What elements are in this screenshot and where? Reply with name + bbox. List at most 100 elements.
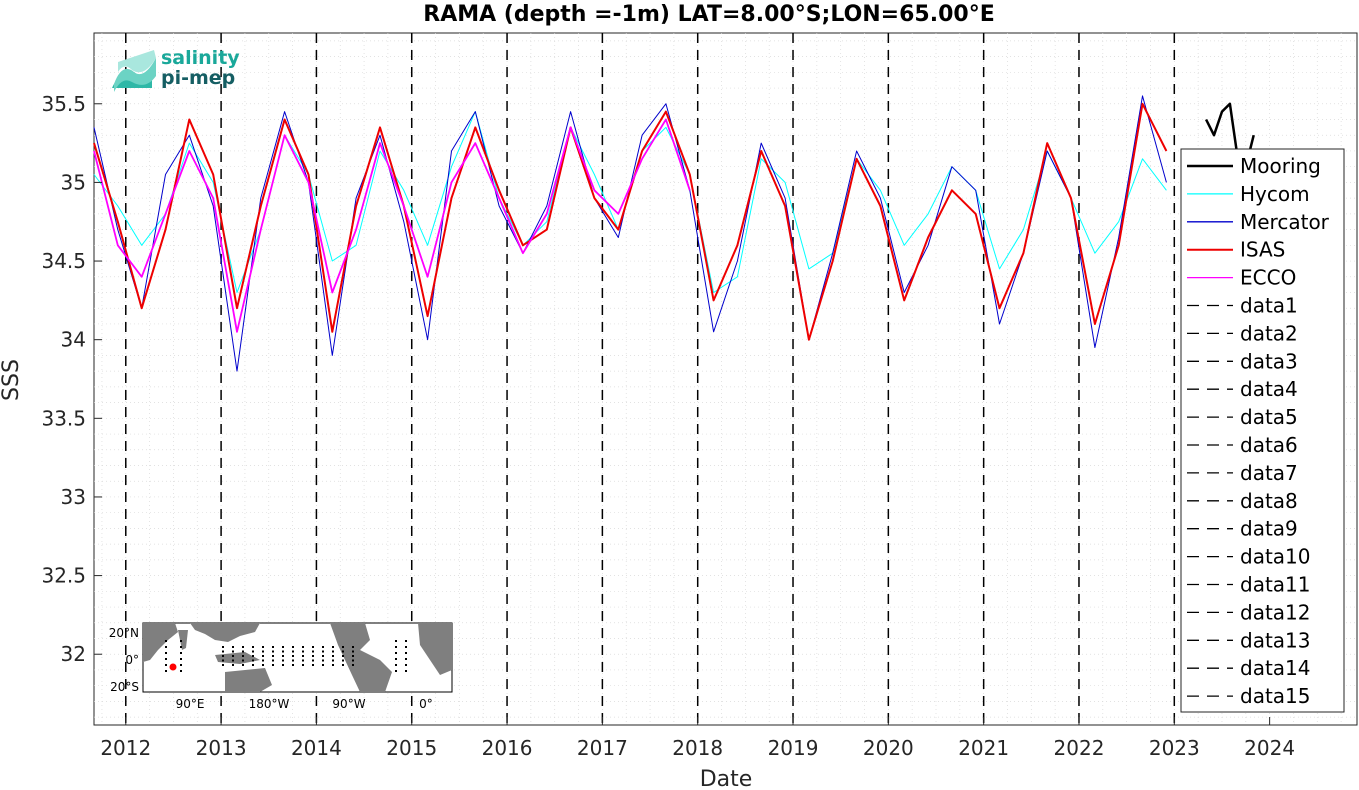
inset-map-dot (165, 664, 167, 666)
y-tick-label: 32.5 (41, 564, 86, 588)
inset-map-dot (332, 659, 334, 662)
legend-label: data9 (1240, 517, 1298, 541)
inset-map-dot (395, 670, 397, 672)
x-tick-label: 2024 (1244, 736, 1295, 760)
y-tick-label: 33.5 (41, 406, 86, 430)
series-lines (93, 95, 1255, 372)
inset-map-dot (272, 655, 274, 657)
legend-label: data12 (1240, 600, 1311, 624)
inset-map-dot (395, 664, 397, 666)
inset-map-dot (272, 650, 274, 653)
inset-y-label-2: 0° (125, 653, 139, 667)
inset-map-dot (332, 655, 334, 657)
inset-map-dot (222, 650, 224, 653)
inset-map-dot (242, 646, 244, 648)
legend-label: ECCO (1240, 266, 1296, 290)
inset-map-dot (165, 652, 167, 654)
y-axis-title: SSS (0, 359, 24, 401)
y-tick-label: 35 (61, 170, 86, 194)
inset-map-dot (312, 659, 314, 662)
inset-map-dot (262, 664, 264, 666)
legend-label: data1 (1240, 294, 1298, 318)
inset-map-dot (302, 650, 304, 653)
legend-label: ISAS (1240, 238, 1285, 262)
inset-map-dot (352, 655, 354, 657)
inset-map-dot (222, 646, 224, 648)
inset-y-label-3: 20°S (110, 680, 139, 694)
logo-line1: salinity (161, 47, 240, 69)
legend-label: data4 (1240, 377, 1298, 401)
legend-box (1180, 148, 1345, 713)
inset-map-indonesia (215, 652, 260, 664)
inset-map-australia (225, 668, 272, 692)
legend-label: data7 (1240, 461, 1298, 485)
legend: Mooring Hycom Mercator ISAS ECCO data1 data2 da… (1180, 148, 1345, 713)
legend-label: Mercator (1240, 210, 1330, 234)
inset-map-dot (405, 640, 407, 642)
inset-map-dot (332, 650, 334, 653)
legend-label: data6 (1240, 433, 1298, 457)
inset-map-dot (282, 646, 284, 648)
inset-map-dot (180, 664, 182, 666)
inset-x-label-1: 90°E (176, 697, 205, 711)
y-axis-ticks: 32 32.5 33 33.5 34 34.5 35 35.5 (41, 92, 102, 666)
legend-label: data8 (1240, 489, 1298, 513)
inset-map-dot (395, 646, 397, 648)
inset-map-dot (292, 664, 294, 666)
inset-map-dot (332, 664, 334, 666)
inset-map-dot (242, 659, 244, 662)
inset-map-dot (282, 655, 284, 657)
inset-map-dot (180, 652, 182, 654)
inset-map-selected-mooring (169, 663, 177, 671)
series-isas-line (93, 102, 1168, 341)
inset-map-dot (312, 650, 314, 653)
inset-map-dot (352, 664, 354, 666)
x-tick-label: 2014 (291, 736, 342, 760)
y-tick-label: 32 (61, 642, 86, 666)
x-tick-label: 2019 (768, 736, 819, 760)
inset-x-label-4: 0° (419, 697, 433, 711)
inset-map-ocean (142, 622, 453, 693)
inset-map-dot (262, 655, 264, 657)
inset-map-africa (143, 623, 178, 662)
plot-area: 2012 2013 2014 2015 2016 2017 2018 2019 2020 2021… (41, 32, 1358, 760)
inset-map-dot (352, 659, 354, 662)
inset-map-dot (165, 646, 167, 648)
inset-map-dot (332, 646, 334, 648)
inset-map-dot (292, 659, 294, 662)
inset-map-americas (330, 623, 392, 692)
inset-map-dot (282, 659, 284, 662)
inset-map-dot (302, 646, 304, 648)
inset-map-dot (252, 650, 254, 653)
x-axis-title: Date (700, 767, 753, 790)
x-tick-label: 2023 (1149, 736, 1200, 760)
inset-map-dot (292, 655, 294, 657)
inset-map-dot (252, 655, 254, 657)
inset-map-india (178, 630, 188, 650)
inset-map-dot (405, 670, 407, 672)
inset-map-dot (312, 646, 314, 648)
inset-map-dot (180, 646, 182, 648)
inset-map-dot (395, 640, 397, 642)
inset-map-dot (165, 658, 167, 660)
inset-map-dot (342, 664, 344, 666)
inset-map-dot (292, 646, 294, 648)
salinity-pi-mep-logo: salinity pi-mep (112, 47, 240, 92)
inset-map-africa-east (418, 623, 452, 675)
grid (94, 33, 1357, 725)
legend-label: Hycom (1240, 182, 1310, 206)
inset-map-dot (262, 659, 264, 662)
inset-map-dot (322, 664, 324, 666)
x-tick-label: 2015 (386, 736, 437, 760)
inset-map: 20°N 0° 20°S 90°E 180°W 90°W 0° (109, 622, 453, 711)
inset-map-dot (322, 659, 324, 662)
inset-map-dot (405, 652, 407, 654)
inset-map-dot (342, 659, 344, 662)
inset-map-dot (232, 646, 234, 648)
x-tick-label: 2016 (482, 736, 533, 760)
inset-map-dot (252, 664, 254, 666)
legend-label: data10 (1240, 545, 1311, 569)
inset-map-dot (180, 640, 182, 642)
inset-map-dot (232, 655, 234, 657)
